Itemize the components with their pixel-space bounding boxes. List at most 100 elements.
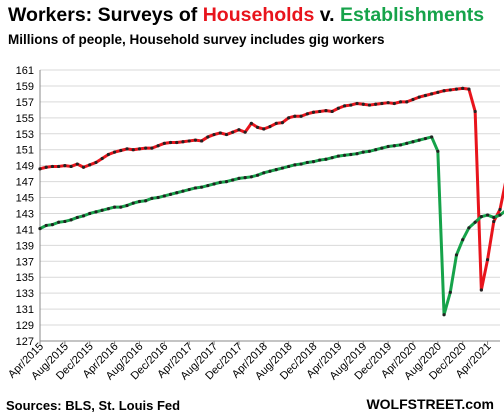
data-point bbox=[112, 150, 117, 154]
data-point bbox=[212, 182, 216, 186]
data-point bbox=[75, 215, 79, 220]
data-point bbox=[175, 191, 179, 195]
data-point bbox=[280, 121, 285, 125]
data-point bbox=[137, 199, 142, 204]
y-tick-label: 141 bbox=[16, 224, 34, 236]
data-point bbox=[374, 148, 378, 152]
data-point bbox=[355, 152, 359, 156]
data-point bbox=[255, 173, 260, 177]
data-point bbox=[405, 100, 409, 104]
data-point bbox=[454, 87, 459, 91]
data-point bbox=[262, 127, 266, 131]
data-point bbox=[144, 199, 148, 203]
data-point bbox=[268, 169, 272, 173]
data-point bbox=[262, 171, 266, 175]
y-tick-label: 151 bbox=[16, 145, 34, 157]
data-point bbox=[349, 152, 353, 157]
data-point bbox=[63, 164, 67, 168]
data-point bbox=[454, 253, 459, 257]
title-part-1: Workers: Surveys of bbox=[8, 4, 203, 26]
data-point bbox=[430, 135, 434, 139]
data-point bbox=[405, 141, 409, 145]
data-point bbox=[305, 112, 309, 116]
data-point bbox=[448, 88, 452, 92]
data-point bbox=[479, 288, 483, 292]
series-layer bbox=[38, 86, 504, 317]
data-point bbox=[299, 114, 303, 118]
data-point bbox=[81, 165, 86, 169]
data-point bbox=[324, 109, 328, 113]
chart-title: Workers: Surveys of Households v. Establ… bbox=[8, 4, 484, 27]
data-point bbox=[311, 160, 316, 164]
data-point bbox=[200, 185, 204, 189]
y-tick-label: 135 bbox=[16, 272, 34, 284]
data-point bbox=[224, 179, 229, 184]
y-tick-label: 137 bbox=[16, 256, 34, 268]
data-point bbox=[448, 290, 452, 294]
data-point bbox=[287, 164, 291, 169]
data-point bbox=[280, 166, 285, 170]
y-tick-label: 143 bbox=[16, 208, 34, 220]
data-point bbox=[144, 146, 148, 150]
data-point bbox=[200, 139, 204, 143]
data-point bbox=[392, 101, 396, 106]
data-point bbox=[311, 110, 316, 114]
data-point bbox=[38, 227, 42, 231]
data-point bbox=[69, 218, 73, 222]
data-point bbox=[324, 157, 328, 161]
data-point bbox=[423, 93, 428, 98]
data-point bbox=[430, 92, 434, 96]
data-point bbox=[243, 176, 247, 180]
data-point bbox=[125, 203, 129, 208]
data-point bbox=[442, 89, 446, 93]
data-point bbox=[112, 205, 117, 209]
data-point bbox=[94, 160, 98, 165]
data-point bbox=[473, 220, 477, 224]
data-point bbox=[330, 109, 334, 114]
data-point bbox=[274, 121, 278, 125]
data-point bbox=[119, 148, 123, 153]
data-point bbox=[193, 138, 198, 142]
data-point bbox=[417, 138, 421, 142]
data-point bbox=[374, 102, 378, 106]
data-point bbox=[237, 176, 241, 180]
data-point bbox=[436, 149, 440, 153]
data-point bbox=[255, 125, 260, 129]
data-point bbox=[231, 130, 235, 134]
data-point bbox=[485, 213, 490, 217]
data-point bbox=[88, 211, 92, 216]
data-point bbox=[175, 140, 179, 145]
data-point bbox=[342, 153, 347, 157]
data-point bbox=[386, 144, 390, 149]
data-point bbox=[44, 165, 48, 169]
data-point bbox=[237, 128, 241, 132]
data-point bbox=[249, 175, 253, 179]
data-point bbox=[318, 109, 322, 114]
data-point bbox=[75, 162, 79, 166]
data-point bbox=[249, 121, 253, 125]
data-point bbox=[212, 132, 216, 137]
data-point bbox=[63, 219, 67, 224]
data-point bbox=[367, 103, 372, 107]
y-tick-label: 159 bbox=[16, 81, 34, 93]
data-point bbox=[355, 101, 359, 106]
data-point bbox=[193, 186, 198, 190]
data-point bbox=[187, 139, 191, 143]
data-point bbox=[392, 144, 396, 148]
data-point bbox=[299, 162, 303, 166]
data-point bbox=[88, 163, 92, 167]
data-point bbox=[156, 144, 160, 148]
brand-logo: WOLFSTREET.com bbox=[366, 396, 494, 412]
data-point bbox=[106, 207, 110, 211]
y-tick-label: 161 bbox=[16, 65, 34, 77]
series-line-households bbox=[38, 86, 504, 292]
data-point bbox=[293, 114, 297, 118]
data-point bbox=[349, 103, 353, 107]
data-point bbox=[386, 101, 390, 105]
data-point bbox=[50, 164, 55, 169]
series-line-establishments bbox=[38, 135, 504, 317]
data-point bbox=[38, 167, 42, 171]
data-point bbox=[498, 213, 502, 217]
data-point bbox=[305, 160, 309, 165]
